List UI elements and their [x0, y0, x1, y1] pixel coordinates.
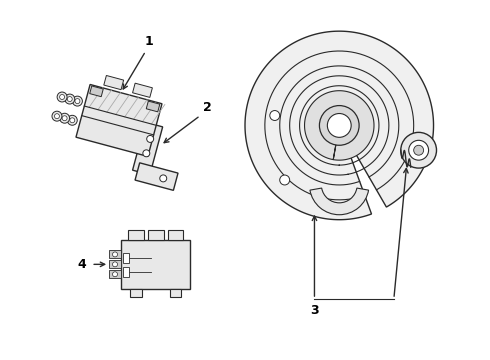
Circle shape: [327, 113, 351, 137]
Circle shape: [60, 95, 65, 99]
Circle shape: [401, 132, 437, 168]
Circle shape: [52, 111, 62, 121]
Circle shape: [147, 135, 154, 143]
Text: 2: 2: [203, 100, 212, 113]
Circle shape: [65, 94, 74, 104]
Bar: [128, 230, 144, 239]
Polygon shape: [245, 31, 434, 220]
Circle shape: [113, 252, 118, 257]
Polygon shape: [90, 86, 103, 97]
Text: 4: 4: [77, 258, 86, 271]
Polygon shape: [133, 83, 152, 98]
Text: 1: 1: [145, 35, 153, 48]
Bar: [130, 289, 142, 297]
Circle shape: [409, 140, 429, 160]
Circle shape: [319, 105, 359, 145]
Bar: [168, 230, 183, 239]
Circle shape: [54, 114, 59, 119]
Polygon shape: [305, 91, 374, 160]
Bar: [121, 239, 191, 289]
Polygon shape: [146, 101, 160, 112]
Circle shape: [113, 272, 118, 277]
Circle shape: [67, 115, 77, 125]
Circle shape: [270, 111, 280, 121]
Bar: [148, 230, 164, 239]
Circle shape: [57, 92, 67, 102]
Circle shape: [75, 99, 80, 104]
Circle shape: [143, 150, 150, 157]
Wedge shape: [310, 188, 368, 215]
Bar: [109, 270, 121, 278]
Polygon shape: [104, 76, 123, 90]
Circle shape: [62, 116, 67, 121]
Bar: [123, 253, 129, 264]
Circle shape: [73, 96, 82, 106]
Polygon shape: [135, 163, 178, 190]
Circle shape: [60, 113, 70, 123]
Bar: [170, 289, 181, 297]
Polygon shape: [133, 122, 163, 175]
Circle shape: [414, 145, 424, 155]
Text: 3: 3: [310, 304, 319, 317]
Circle shape: [70, 118, 75, 123]
Bar: [123, 267, 129, 277]
Bar: [109, 251, 121, 258]
Polygon shape: [76, 85, 162, 157]
Circle shape: [280, 175, 290, 185]
Circle shape: [67, 96, 72, 102]
Bar: [109, 260, 121, 268]
Circle shape: [113, 262, 118, 267]
Circle shape: [160, 175, 167, 182]
